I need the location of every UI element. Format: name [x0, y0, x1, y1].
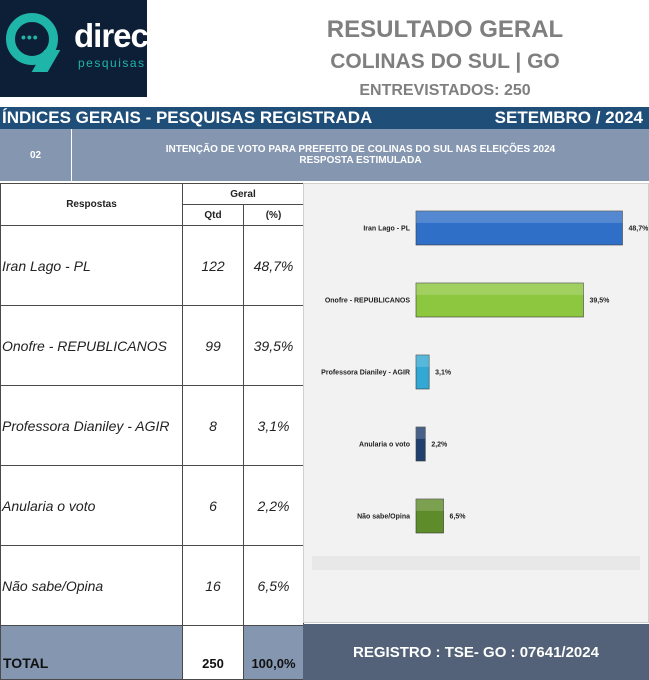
table-row: Não sabe/Opina 16 6,5%: [0, 545, 304, 626]
chart-value-label: 6,5%: [450, 514, 467, 521]
chart-value-label: 2,2%: [431, 442, 448, 449]
row-qtd: 16: [182, 545, 244, 626]
row-qtd: 99: [182, 305, 244, 386]
question-box: INTENÇÃO DE VOTO PARA PREFEITO DE COLINA…: [72, 129, 649, 181]
row-name: Onofre - REPUBLICANOS: [0, 305, 183, 386]
chart-bar: [415, 426, 426, 462]
logo-brand: direct: [74, 17, 147, 54]
section-date: SETEMBRO / 2024: [494, 108, 643, 127]
interviewed-count: ENTREVISTADOS: 250: [359, 82, 531, 99]
header-geral: Geral: [182, 183, 304, 205]
chart-category-label: Iran Lago - PL: [363, 226, 410, 233]
header-responses: Respostas: [0, 183, 183, 226]
section-title: ÍNDICES GERAIS - PESQUISAS REGISTRADA: [2, 108, 373, 127]
chat-bubble-icon: [6, 13, 58, 65]
chart-bar-highlight: [416, 283, 584, 295]
chart-value-label: 3,1%: [435, 370, 452, 377]
chart-bar-highlight: [416, 499, 444, 511]
row-pct: 48,7%: [243, 225, 304, 306]
total-row: TOTAL 250 100,0%: [0, 625, 304, 680]
row-qtd: 6: [182, 465, 244, 546]
row-pct: 3,1%: [243, 385, 304, 466]
bar-chart: Iran Lago - PL 48,7% Onofre - REPUBLICANOS…: [312, 210, 649, 570]
row-qtd: 122: [182, 225, 244, 306]
chart-bar-highlight: [416, 427, 426, 439]
row-pct: 2,2%: [243, 465, 304, 546]
table-row: Professora Dianiley - AGIR 8 3,1%: [0, 385, 304, 466]
question-number: 02: [0, 129, 72, 181]
chart-value-label: 39,5%: [589, 298, 610, 305]
header-qtd: Qtd: [182, 204, 244, 226]
chart-category-label: Anularia o voto: [359, 442, 410, 449]
row-pct: 39,5%: [243, 305, 304, 386]
row-name: Anularia o voto: [0, 465, 183, 546]
header-pct: (%): [243, 204, 304, 226]
report-title: RESULTADO GERAL: [326, 16, 564, 43]
row-name: Não sabe/Opina: [0, 545, 183, 626]
chart-bar: [415, 210, 623, 246]
chart-bar-highlight: [416, 355, 430, 367]
logo-tagline: pesquisas: [78, 56, 146, 70]
table-row: Onofre - REPUBLICANOS 99 39,5%: [0, 305, 304, 386]
total-label: TOTAL: [0, 625, 183, 680]
chart-bar: [415, 498, 444, 534]
table-row: Iran Lago - PL 122 48,7%: [0, 225, 304, 306]
row-name: Iran Lago - PL: [0, 225, 183, 306]
question-subtitle: RESPOSTA ESTIMULADA: [299, 155, 422, 166]
total-qtd: 250: [182, 625, 244, 680]
registry-number: REGISTRO : TSE- GO : 07641/2024: [303, 624, 649, 680]
chart-value-label: 48,7%: [628, 226, 648, 233]
question-text: INTENÇÃO DE VOTO PARA PREFEITO DE COLINA…: [165, 144, 556, 155]
row-pct: 6,5%: [243, 545, 304, 626]
table-row: Anularia o voto 6 2,2%: [0, 465, 304, 546]
section-band: ÍNDICES GERAIS - PESQUISAS REGISTRADA SE…: [0, 107, 649, 129]
chart-category-label: Onofre - REPUBLICANOS: [325, 298, 411, 305]
chart-bar: [415, 354, 430, 390]
row-name: Professora Dianiley - AGIR: [0, 385, 183, 466]
results-table: Respostas Geral Qtd (%) Iran Lago - PL 1…: [0, 183, 304, 680]
logo-dots: •••: [21, 29, 39, 45]
total-pct: 100,0%: [243, 625, 304, 680]
chart-category-label: Não sabe/Opina: [357, 514, 410, 521]
direct-logo: ••• direct pesquisas: [0, 0, 147, 97]
row-qtd: 8: [182, 385, 244, 466]
chart-panel: Iran Lago - PL 48,7% Onofre - REPUBLICANOS…: [303, 183, 649, 623]
chart-bar: [415, 282, 584, 318]
chart-category-label: Professora Dianiley - AGIR: [321, 370, 410, 377]
chart-bar-highlight: [416, 211, 623, 223]
report-location: COLINAS DO SUL | GO: [330, 50, 560, 73]
